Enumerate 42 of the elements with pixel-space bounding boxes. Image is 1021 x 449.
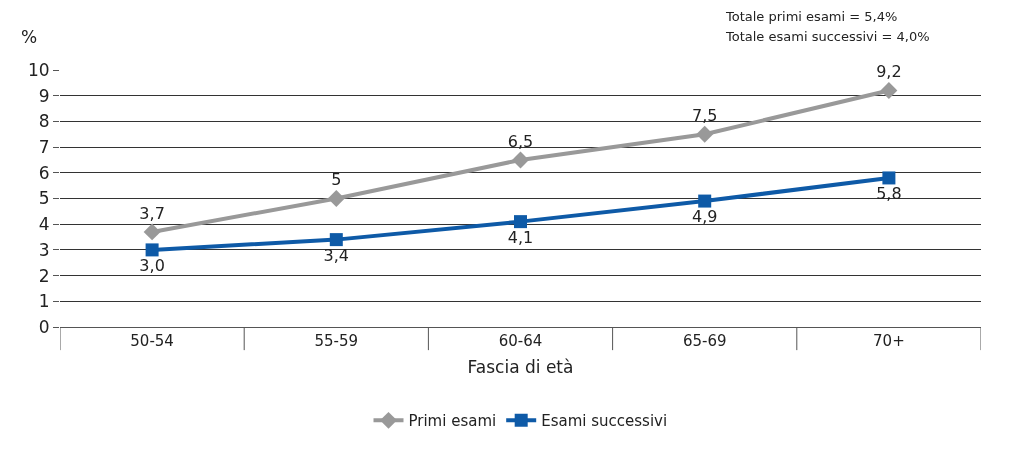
y-tick-label: 0 [38, 316, 50, 337]
point [696, 125, 714, 143]
data-label: 4,1 [507, 227, 534, 247]
data-label: 3,4 [323, 245, 350, 265]
x-tick-label: 65-69 [682, 332, 727, 350]
x-axis-title: Fascia di età [467, 357, 574, 378]
y-tick-label: 5 [38, 188, 50, 209]
legend-label: Primi esami [408, 412, 497, 431]
point [882, 171, 896, 185]
y-axis-title: % [21, 27, 38, 47]
y-tick-label: 3 [38, 239, 50, 260]
x-tick-label: 60-64 [498, 332, 543, 350]
point [514, 215, 527, 229]
data-label: 7,5 [691, 106, 718, 126]
y-tick-label: 9 [38, 85, 50, 106]
y-tick-label: 2 [38, 265, 50, 286]
text: Totale esami successivi = 4,0% [725, 29, 930, 44]
point [880, 82, 898, 100]
point [327, 190, 345, 207]
y-tick-label: 1 [38, 291, 50, 312]
text: Totale primi esami = 5,4% [725, 9, 898, 24]
legend-label: Esami successivi [541, 412, 668, 431]
data-label: 5 [331, 170, 342, 190]
data-label: 5,8 [876, 184, 902, 204]
x-tick-label: 70+ [873, 332, 905, 350]
point [145, 243, 159, 257]
y-tick-label: 8 [38, 111, 50, 132]
data-label: 6,5 [507, 131, 534, 151]
data-label: 4,9 [691, 207, 718, 227]
x-tick-label: 55-59 [314, 332, 359, 350]
y-tick-label: 10 [27, 59, 50, 80]
point [698, 194, 712, 208]
y-tick-label: 6 [38, 162, 50, 183]
x-tick-label: 50-54 [130, 332, 174, 350]
point [143, 223, 161, 241]
y-tick-label: 7 [38, 137, 50, 158]
data-label: 9,2 [876, 62, 902, 82]
data-label: 3,0 [139, 256, 165, 276]
point [329, 233, 343, 247]
y-tick-label: 4 [38, 214, 50, 235]
data-label: 3,7 [139, 203, 165, 223]
point [512, 151, 529, 169]
